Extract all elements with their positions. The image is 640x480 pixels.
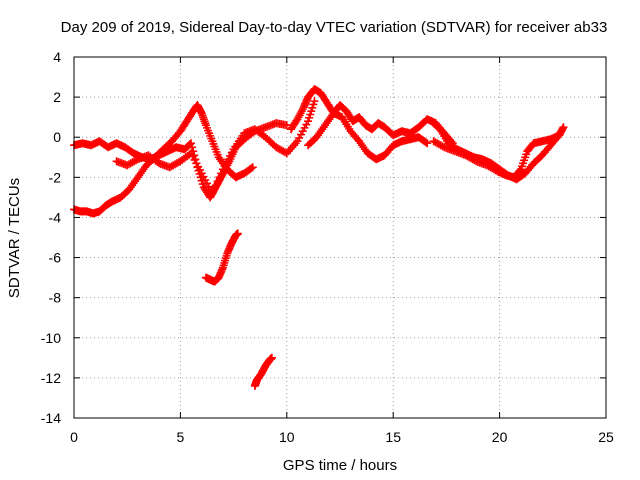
series-sat-e [250,353,276,390]
series-sat-f [287,85,457,148]
y-tick-label: -14 [41,410,61,426]
data-point [281,148,290,157]
grid-lines [74,57,606,418]
y-tick-label: -6 [49,250,62,266]
series-sat-b [70,101,257,218]
data-point [188,143,197,152]
series-sat-d [201,229,242,286]
x-tick-label: 15 [385,429,401,445]
x-axis-label: GPS time / hours [283,457,397,474]
data-point [208,189,217,198]
data-points [70,85,568,390]
data-point [515,166,524,175]
y-tick-label: -2 [49,169,62,185]
data-point [211,181,220,190]
series-sat-c [112,97,319,198]
y-tick-label: 2 [53,89,61,105]
x-tick-label: 10 [279,429,295,445]
x-tick-label: 20 [492,429,508,445]
x-tick-label: 25 [598,429,614,445]
data-point [132,156,141,165]
series-sat-i [429,131,564,182]
data-point [423,139,432,148]
chart-title: Day 209 of 2019, Sidereal Day-to-day VTE… [61,19,608,36]
axis-ticks [73,56,607,419]
plot-frame [73,56,607,419]
x-tick-labels: 0 5 10 15 20 25 [70,429,614,445]
data-point [210,185,219,194]
y-tick-label: -10 [41,330,61,346]
series-sat-g [304,109,432,164]
data-point [248,163,257,172]
y-tick-label: -12 [41,370,61,386]
x-tick-label: 0 [70,429,78,445]
x-tick-label: 5 [177,429,185,445]
y-axis-label: SDTVAR / TECUs [6,178,23,298]
data-point [267,353,276,362]
data-point [213,177,222,186]
y-tick-label: 0 [53,129,61,145]
y-tick-labels: -14 -12 -10 -8 -6 -4 -2 0 2 4 [41,49,61,426]
data-point [421,138,430,147]
data-point [187,139,196,148]
data-point [310,97,319,106]
data-point [559,123,568,132]
data-point [470,156,479,165]
data-point [233,229,242,238]
data-point [215,173,224,182]
y-tick-label: 4 [53,49,61,65]
y-tick-label: -8 [49,290,62,306]
data-point [555,131,564,140]
data-point [247,164,256,173]
data-point [438,142,447,151]
y-tick-label: -4 [49,209,62,225]
data-point [217,169,226,178]
